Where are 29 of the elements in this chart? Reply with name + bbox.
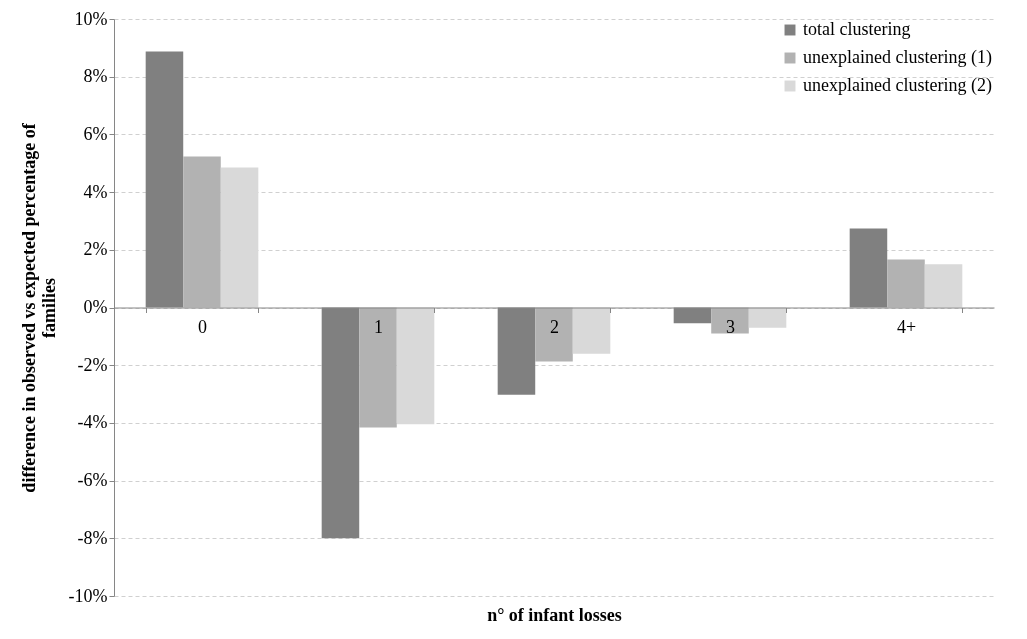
y-tick-label: -8% (77, 527, 108, 548)
x-tick-label: 3 (726, 317, 735, 337)
x-tick-label: 0 (198, 317, 207, 337)
y-tick-label: 10% (74, 8, 108, 29)
y-tick-label: 8% (83, 66, 108, 87)
legend-label: unexplained clustering (1) (803, 47, 992, 68)
bar (359, 307, 397, 428)
bar (183, 156, 221, 308)
legend-label: unexplained clustering (2) (803, 75, 992, 96)
y-tick-label: 4% (83, 181, 108, 202)
y-tick-label: -6% (77, 470, 108, 491)
bar (748, 307, 787, 328)
bar (924, 264, 963, 308)
legend-label: total clustering (803, 19, 911, 39)
y-tick-label: 0% (83, 297, 108, 317)
y-tick-label: 2% (83, 239, 108, 260)
x-tick-label: 4+ (896, 317, 917, 337)
x-axis-title: n° of infant losses (487, 604, 622, 625)
y-tick-label: -2% (77, 354, 108, 375)
bar (887, 259, 925, 308)
y-axis-title: difference in observed vs expected percentage of families (18, 122, 59, 493)
bar (572, 307, 611, 354)
bar (535, 307, 573, 362)
bar (396, 307, 435, 425)
x-tick-label: 2 (550, 317, 559, 337)
y-tick-label: -10% (68, 585, 108, 606)
y-tick-label: -4% (77, 412, 108, 433)
x-tick-label: 1 (374, 317, 383, 337)
y-tick-label: 6% (83, 123, 108, 144)
